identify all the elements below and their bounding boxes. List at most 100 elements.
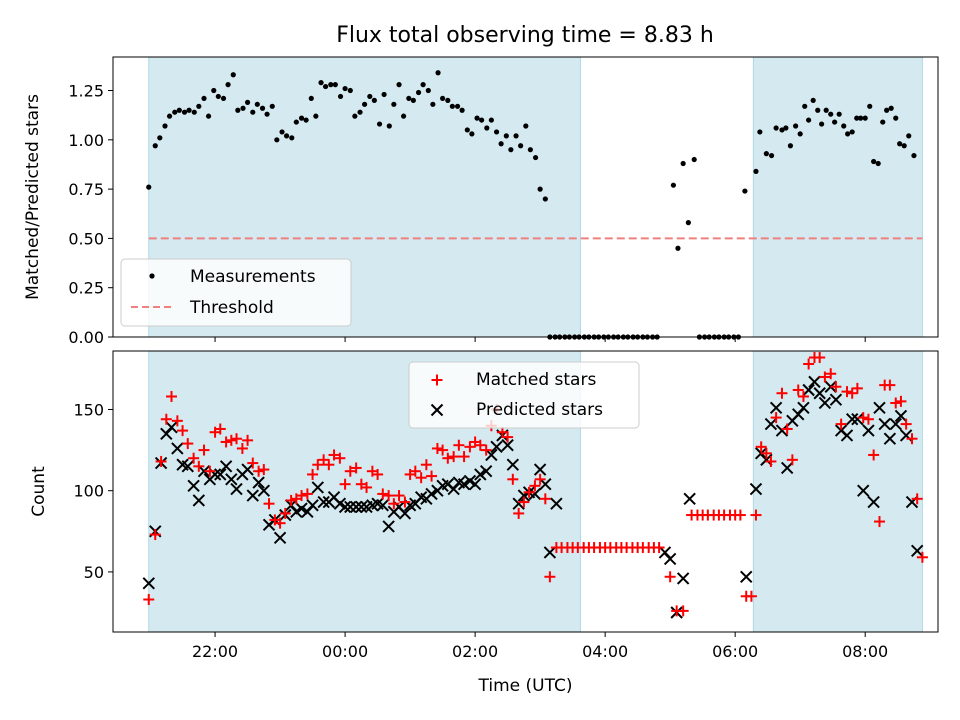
predicted-star-point-b [246, 489, 259, 502]
measurement-point [815, 107, 821, 113]
predicted-star-point [857, 484, 870, 497]
matched-star-point [263, 498, 275, 510]
measurement-point [498, 141, 504, 147]
predicted-star-point-b [333, 497, 347, 510]
bottom-axes-frame [112, 350, 939, 633]
predicted-star-point [539, 477, 552, 491]
predicted-star-point-b [769, 401, 783, 415]
matched-star-point [420, 459, 432, 471]
measurement-point [410, 97, 416, 103]
measurement-point [793, 123, 799, 129]
predicted-star-point [490, 440, 503, 454]
measurement-point [880, 119, 886, 125]
measurement-point [361, 101, 368, 107]
measurement-point [911, 152, 917, 159]
matched-star-point [496, 426, 508, 438]
matched-star-point [539, 493, 551, 505]
measurement-point [220, 95, 227, 102]
predicted-star-point [181, 460, 194, 473]
matched-star-point [453, 439, 465, 451]
matched-star-point [835, 418, 847, 430]
predicted-star-point-b [539, 477, 552, 491]
measurement-point [675, 245, 681, 251]
predicted-star-point [142, 577, 155, 590]
measurement-point [742, 188, 748, 194]
predicted-star-point [425, 487, 438, 501]
predicted-star-point [775, 424, 789, 437]
matched-star-point [388, 498, 400, 510]
measurement-point [293, 119, 299, 125]
measurement-point [381, 91, 387, 98]
x-tick-label: 04:00 [582, 642, 628, 661]
predicted-star-point-b [543, 546, 557, 559]
measurement-point [328, 82, 334, 88]
matched-star-point [916, 551, 928, 563]
predicted-star-point-b [851, 413, 864, 426]
matched-star-point [393, 490, 405, 502]
predicted-star-point [187, 479, 200, 493]
measurement-point [862, 115, 868, 121]
measurement-point [371, 97, 377, 103]
predicted-star-point-b [550, 497, 563, 510]
measurement-point [420, 82, 426, 88]
measurement-point [763, 151, 769, 157]
measurement-point [449, 103, 455, 109]
measurement-point [845, 131, 851, 137]
predicted-star-point-b [214, 468, 227, 481]
measurement-point [415, 89, 422, 96]
measurement-point [152, 143, 158, 149]
measurement-point [819, 121, 825, 127]
predicted-star-point-b [808, 375, 821, 389]
predicted-star-point-b [142, 577, 155, 590]
measurement-point [425, 87, 431, 94]
measurement-point [670, 182, 677, 188]
measurement-point [298, 115, 305, 121]
measurement-point [318, 80, 324, 86]
predicted-star-point-b [878, 417, 891, 431]
matched-star-point [318, 454, 330, 466]
predicted-star-point [818, 396, 832, 410]
matched-star-point [846, 387, 858, 399]
matched-star-point [841, 386, 853, 398]
predicted-star-point-b [230, 482, 243, 496]
predicted-star-point-b [317, 495, 330, 509]
matched-star-point [177, 425, 189, 437]
predicted-star-point [485, 448, 498, 462]
predicted-star-point-b [252, 476, 265, 489]
matched-star-point [544, 571, 556, 583]
bottom-legend-box [408, 361, 640, 429]
matched-star-point [734, 509, 746, 521]
matched-stars-series [143, 351, 928, 617]
matched-star-point [911, 493, 923, 505]
matched-star-point [814, 351, 826, 363]
predicted-star-point-b [873, 401, 886, 415]
measurement-point [332, 82, 338, 88]
matched-star-point [236, 442, 248, 454]
top-legend: Measurements Threshold [120, 258, 352, 327]
measurement-point [836, 111, 842, 117]
measurements-series [146, 70, 917, 340]
matched-star-point [851, 382, 863, 394]
measurement-point [841, 123, 847, 129]
matched-star-point [873, 516, 885, 528]
predicted-star-point [878, 417, 891, 431]
predicted-star-point [197, 464, 211, 478]
measurement-point [211, 87, 217, 94]
predicted-star-point [910, 544, 924, 557]
matched-star-point [502, 431, 514, 443]
predicted-star-point [479, 464, 493, 478]
measurement-point [146, 184, 152, 190]
matched-star-point [776, 387, 788, 399]
measurement-point [753, 168, 759, 174]
matched-star-point [274, 517, 286, 529]
predicted-star-point-b [749, 482, 763, 496]
matched-star-point [480, 444, 492, 456]
matched-star-point [442, 452, 454, 464]
matched-star-point [529, 480, 541, 492]
measurement-point [269, 103, 275, 109]
matched-star-point [513, 507, 525, 519]
measurement-point [401, 113, 407, 119]
predicted-star-point [889, 417, 902, 431]
predicted-star-point [512, 497, 525, 510]
